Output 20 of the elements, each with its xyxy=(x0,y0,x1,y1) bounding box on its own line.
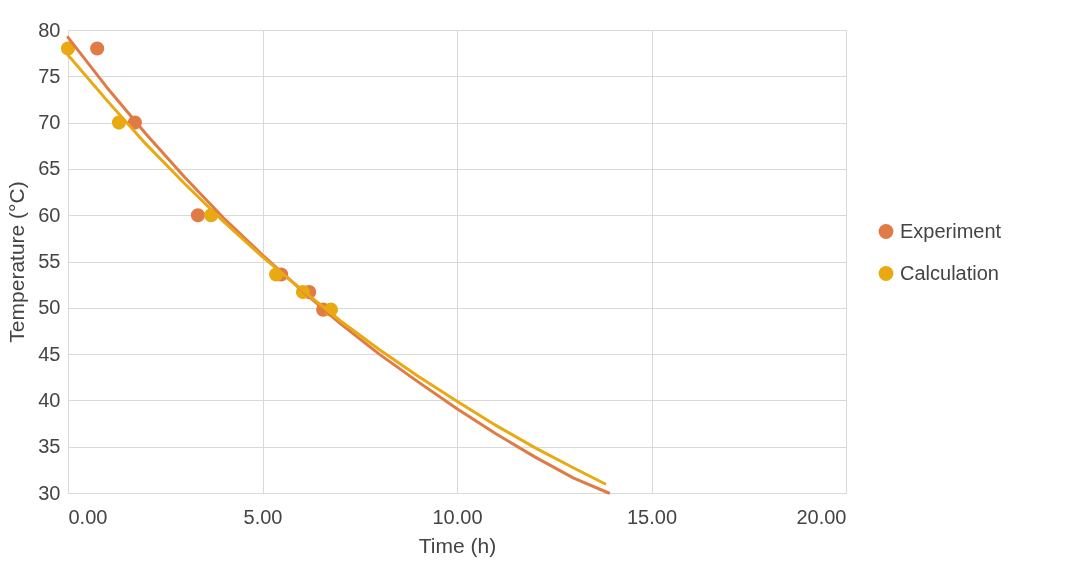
x-tick-label: 5.00 xyxy=(243,505,283,528)
y-tick-label: 80 xyxy=(38,18,61,41)
x-tick-label: 20.00 xyxy=(796,505,847,528)
x-tick-label: 15.00 xyxy=(626,505,678,528)
y-tick-label: 65 xyxy=(38,157,61,180)
y-tick-label: 70 xyxy=(38,111,61,134)
y-tick-label: 30 xyxy=(38,481,61,504)
y-tick-label: 50 xyxy=(38,296,61,319)
y-axis-title: Temperature (°C) xyxy=(5,181,29,343)
y-tick-label: 75 xyxy=(38,64,61,87)
y-tick-label: 40 xyxy=(38,388,61,411)
y-tick-label: 35 xyxy=(38,435,61,458)
x-axis-title: Time (h) xyxy=(418,533,497,557)
y-tick-label: 55 xyxy=(38,250,61,272)
x-tick-label: 10.00 xyxy=(432,505,483,528)
legend-label: Experiment xyxy=(900,219,1002,242)
legend-label: Calculation xyxy=(900,261,999,284)
x-tick-label: 0.00 xyxy=(68,505,108,528)
y-tick-label: 45 xyxy=(38,342,61,365)
y-tick-label: 60 xyxy=(38,203,61,226)
